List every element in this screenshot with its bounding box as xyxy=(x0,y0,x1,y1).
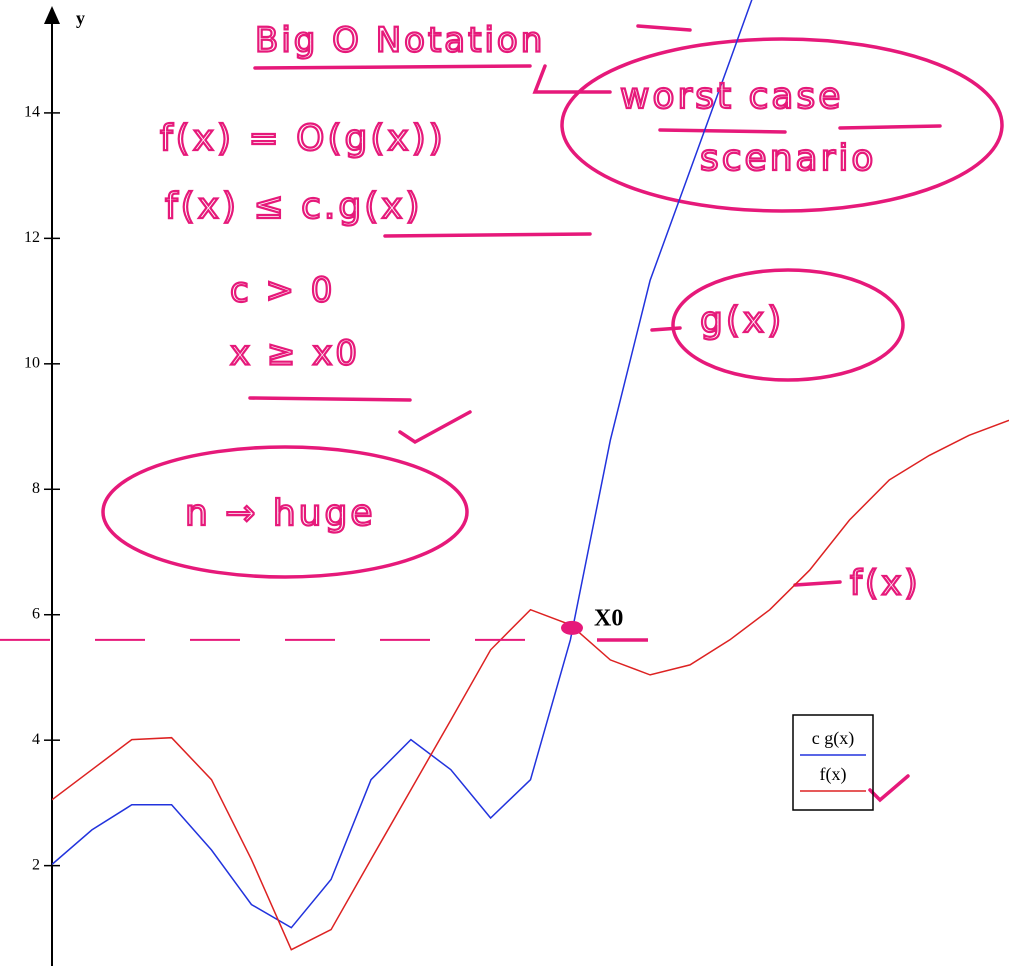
axis-arrow xyxy=(44,6,60,24)
series-line xyxy=(52,419,1009,951)
pointer xyxy=(650,326,842,587)
underline xyxy=(253,64,612,94)
annotation: scenario xyxy=(700,138,876,179)
annotation: f(x) ≤ c.g(x) xyxy=(165,186,423,227)
plot-area xyxy=(52,0,1009,951)
y-tick-label: 14 xyxy=(24,104,40,121)
x0-label: X0 xyxy=(594,606,623,632)
legend-label: c g(x) xyxy=(812,728,854,749)
y-axis-label: y xyxy=(76,8,85,28)
legend-box xyxy=(792,714,874,811)
y-tick-label: 10 xyxy=(24,354,40,371)
x0-point xyxy=(561,620,583,635)
strokes xyxy=(248,24,942,803)
y-tick-label: 8 xyxy=(32,480,40,497)
y-tick-label: 6 xyxy=(32,605,40,622)
y-tick-label: 12 xyxy=(24,229,40,246)
y-tick-label: 2 xyxy=(32,856,40,873)
annotation: x ≥ x0 xyxy=(230,334,360,374)
annotation: f(x) = O(g(x)) xyxy=(160,118,446,159)
y-tick-label: 4 xyxy=(32,731,40,748)
annotation: f(x) xyxy=(850,564,921,604)
annotation: worst case xyxy=(620,76,843,117)
ellipse xyxy=(560,37,1004,213)
annotation: g(x) xyxy=(700,300,784,341)
ellipse xyxy=(101,445,469,579)
annotation: Big O Notation xyxy=(255,21,545,61)
series-line xyxy=(52,0,753,929)
legend-label: f(x) xyxy=(820,764,847,785)
annotation: n → huge xyxy=(185,493,376,534)
ellipse xyxy=(671,268,905,382)
annotation: c > 0 xyxy=(230,271,335,311)
